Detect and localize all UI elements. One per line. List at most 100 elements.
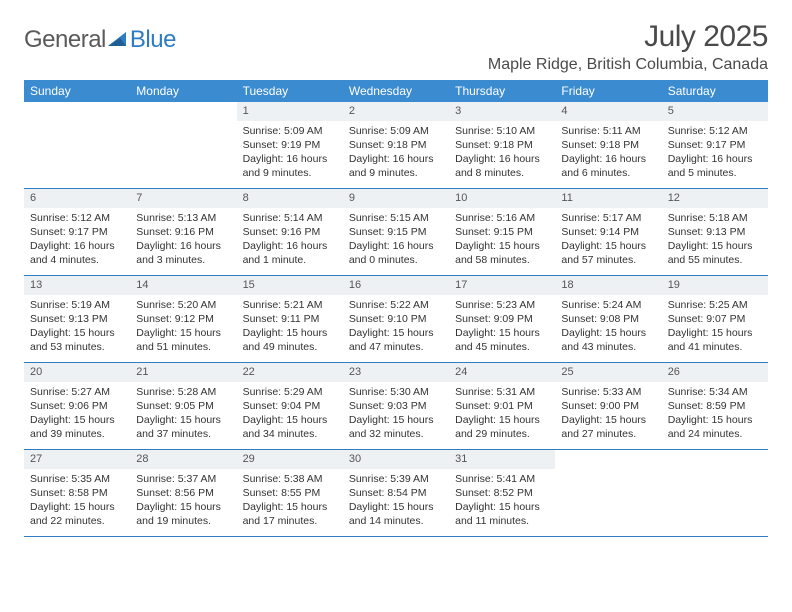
daylight-text: Daylight: 15 hours and 53 minutes.: [30, 326, 124, 354]
day-number: 26: [662, 363, 768, 382]
day-body: Sunrise: 5:37 AMSunset: 8:56 PMDaylight:…: [130, 469, 236, 535]
sunrise-text: Sunrise: 5:35 AM: [30, 472, 124, 486]
day-body: Sunrise: 5:21 AMSunset: 9:11 PMDaylight:…: [237, 295, 343, 361]
calendar-day-cell: 19Sunrise: 5:25 AMSunset: 9:07 PMDayligh…: [662, 276, 768, 362]
sunrise-text: Sunrise: 5:23 AM: [455, 298, 549, 312]
calendar-header-row: Sunday Monday Tuesday Wednesday Thursday…: [24, 80, 768, 102]
sunset-text: Sunset: 9:18 PM: [349, 138, 443, 152]
sunrise-text: Sunrise: 5:27 AM: [30, 385, 124, 399]
calendar-day-cell: 6Sunrise: 5:12 AMSunset: 9:17 PMDaylight…: [24, 189, 130, 275]
day-body: Sunrise: 5:39 AMSunset: 8:54 PMDaylight:…: [343, 469, 449, 535]
calendar-day-cell: 17Sunrise: 5:23 AMSunset: 9:09 PMDayligh…: [449, 276, 555, 362]
logo: General Blue: [24, 26, 176, 54]
calendar-empty-cell: [662, 450, 768, 536]
sunrise-text: Sunrise: 5:22 AM: [349, 298, 443, 312]
calendar-day-cell: 31Sunrise: 5:41 AMSunset: 8:52 PMDayligh…: [449, 450, 555, 536]
daylight-text: Daylight: 16 hours and 4 minutes.: [30, 239, 124, 267]
daylight-text: Daylight: 16 hours and 8 minutes.: [455, 152, 549, 180]
logo-word-blue: Blue: [130, 26, 176, 54]
calendar-day-cell: 14Sunrise: 5:20 AMSunset: 9:12 PMDayligh…: [130, 276, 236, 362]
calendar-day-cell: 15Sunrise: 5:21 AMSunset: 9:11 PMDayligh…: [237, 276, 343, 362]
sunset-text: Sunset: 9:16 PM: [136, 225, 230, 239]
day-number: 30: [343, 450, 449, 469]
day-number: 11: [555, 189, 661, 208]
day-body: Sunrise: 5:25 AMSunset: 9:07 PMDaylight:…: [662, 295, 768, 361]
daylight-text: Daylight: 15 hours and 37 minutes.: [136, 413, 230, 441]
day-body: Sunrise: 5:14 AMSunset: 9:16 PMDaylight:…: [237, 208, 343, 274]
sunrise-text: Sunrise: 5:15 AM: [349, 211, 443, 225]
sunrise-text: Sunrise: 5:14 AM: [243, 211, 337, 225]
day-body: Sunrise: 5:15 AMSunset: 9:15 PMDaylight:…: [343, 208, 449, 274]
calendar-day-cell: 27Sunrise: 5:35 AMSunset: 8:58 PMDayligh…: [24, 450, 130, 536]
day-body: Sunrise: 5:24 AMSunset: 9:08 PMDaylight:…: [555, 295, 661, 361]
sunrise-text: Sunrise: 5:09 AM: [349, 124, 443, 138]
sunrise-text: Sunrise: 5:20 AM: [136, 298, 230, 312]
day-number: 22: [237, 363, 343, 382]
day-body: Sunrise: 5:18 AMSunset: 9:13 PMDaylight:…: [662, 208, 768, 274]
day-number: 28: [130, 450, 236, 469]
day-body: Sunrise: 5:10 AMSunset: 9:18 PMDaylight:…: [449, 121, 555, 187]
calendar-day-cell: 22Sunrise: 5:29 AMSunset: 9:04 PMDayligh…: [237, 363, 343, 449]
calendar-week-row: 27Sunrise: 5:35 AMSunset: 8:58 PMDayligh…: [24, 450, 768, 537]
day-number: 13: [24, 276, 130, 295]
sunrise-text: Sunrise: 5:29 AM: [243, 385, 337, 399]
day-number: 27: [24, 450, 130, 469]
day-body: Sunrise: 5:34 AMSunset: 8:59 PMDaylight:…: [662, 382, 768, 448]
daylight-text: Daylight: 15 hours and 43 minutes.: [561, 326, 655, 354]
day-body: Sunrise: 5:27 AMSunset: 9:06 PMDaylight:…: [24, 382, 130, 448]
day-header-sunday: Sunday: [24, 80, 130, 102]
day-number: 24: [449, 363, 555, 382]
sunrise-text: Sunrise: 5:31 AM: [455, 385, 549, 399]
sunset-text: Sunset: 8:54 PM: [349, 486, 443, 500]
sunrise-text: Sunrise: 5:17 AM: [561, 211, 655, 225]
sunrise-text: Sunrise: 5:34 AM: [668, 385, 762, 399]
day-header-friday: Friday: [555, 80, 661, 102]
calendar: Sunday Monday Tuesday Wednesday Thursday…: [24, 80, 768, 537]
sunrise-text: Sunrise: 5:18 AM: [668, 211, 762, 225]
calendar-day-cell: 10Sunrise: 5:16 AMSunset: 9:15 PMDayligh…: [449, 189, 555, 275]
day-body: Sunrise: 5:17 AMSunset: 9:14 PMDaylight:…: [555, 208, 661, 274]
page-subtitle-location: Maple Ridge, British Columbia, Canada: [488, 56, 768, 74]
day-body: Sunrise: 5:16 AMSunset: 9:15 PMDaylight:…: [449, 208, 555, 274]
sunrise-text: Sunrise: 5:09 AM: [243, 124, 337, 138]
daylight-text: Daylight: 15 hours and 19 minutes.: [136, 500, 230, 528]
page-root: General Blue July 2025 Maple Ridge, Brit…: [0, 0, 792, 557]
calendar-day-cell: 24Sunrise: 5:31 AMSunset: 9:01 PMDayligh…: [449, 363, 555, 449]
day-number: 3: [449, 102, 555, 121]
sunset-text: Sunset: 9:18 PM: [455, 138, 549, 152]
day-body: Sunrise: 5:12 AMSunset: 9:17 PMDaylight:…: [662, 121, 768, 187]
day-number: 23: [343, 363, 449, 382]
day-number: 25: [555, 363, 661, 382]
daylight-text: Daylight: 15 hours and 32 minutes.: [349, 413, 443, 441]
sunset-text: Sunset: 9:04 PM: [243, 399, 337, 413]
calendar-day-cell: 2Sunrise: 5:09 AMSunset: 9:18 PMDaylight…: [343, 102, 449, 188]
sunset-text: Sunset: 9:05 PM: [136, 399, 230, 413]
sunrise-text: Sunrise: 5:39 AM: [349, 472, 443, 486]
day-body: Sunrise: 5:35 AMSunset: 8:58 PMDaylight:…: [24, 469, 130, 535]
daylight-text: Daylight: 16 hours and 5 minutes.: [668, 152, 762, 180]
calendar-day-cell: 16Sunrise: 5:22 AMSunset: 9:10 PMDayligh…: [343, 276, 449, 362]
calendar-week-row: 13Sunrise: 5:19 AMSunset: 9:13 PMDayligh…: [24, 276, 768, 363]
daylight-text: Daylight: 15 hours and 41 minutes.: [668, 326, 762, 354]
calendar-day-cell: 13Sunrise: 5:19 AMSunset: 9:13 PMDayligh…: [24, 276, 130, 362]
day-body: Sunrise: 5:19 AMSunset: 9:13 PMDaylight:…: [24, 295, 130, 361]
calendar-day-cell: 18Sunrise: 5:24 AMSunset: 9:08 PMDayligh…: [555, 276, 661, 362]
sunrise-text: Sunrise: 5:30 AM: [349, 385, 443, 399]
sunrise-text: Sunrise: 5:38 AM: [243, 472, 337, 486]
sunrise-text: Sunrise: 5:13 AM: [136, 211, 230, 225]
sunset-text: Sunset: 9:18 PM: [561, 138, 655, 152]
day-body: Sunrise: 5:29 AMSunset: 9:04 PMDaylight:…: [237, 382, 343, 448]
day-header-saturday: Saturday: [662, 80, 768, 102]
daylight-text: Daylight: 15 hours and 57 minutes.: [561, 239, 655, 267]
calendar-week-row: 6Sunrise: 5:12 AMSunset: 9:17 PMDaylight…: [24, 189, 768, 276]
sunset-text: Sunset: 9:19 PM: [243, 138, 337, 152]
daylight-text: Daylight: 15 hours and 29 minutes.: [455, 413, 549, 441]
sunrise-text: Sunrise: 5:11 AM: [561, 124, 655, 138]
sunset-text: Sunset: 9:10 PM: [349, 312, 443, 326]
sunrise-text: Sunrise: 5:21 AM: [243, 298, 337, 312]
sunset-text: Sunset: 9:08 PM: [561, 312, 655, 326]
sunset-text: Sunset: 9:07 PM: [668, 312, 762, 326]
calendar-day-cell: 3Sunrise: 5:10 AMSunset: 9:18 PMDaylight…: [449, 102, 555, 188]
sunset-text: Sunset: 9:13 PM: [30, 312, 124, 326]
day-body: Sunrise: 5:09 AMSunset: 9:18 PMDaylight:…: [343, 121, 449, 187]
